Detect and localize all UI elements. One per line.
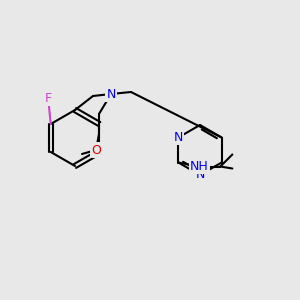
Text: F: F — [45, 92, 52, 104]
Text: NH: NH — [190, 160, 209, 173]
Text: N: N — [174, 131, 183, 144]
Text: O: O — [91, 143, 101, 157]
Text: N: N — [106, 88, 116, 100]
Text: N: N — [195, 169, 205, 182]
